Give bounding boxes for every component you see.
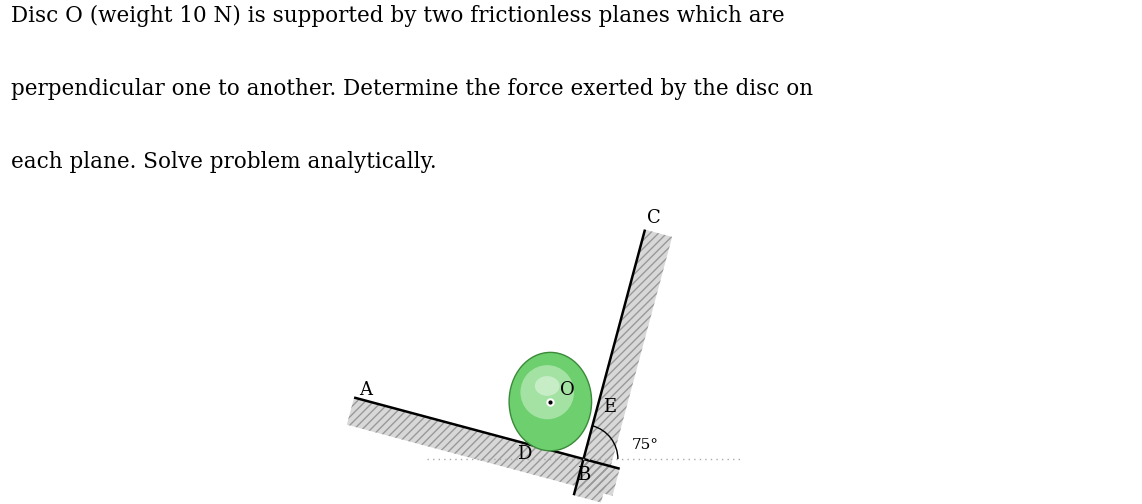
Text: D: D bbox=[517, 446, 532, 463]
Ellipse shape bbox=[521, 365, 574, 419]
Text: perpendicular one to another. Determine the force exerted by the disc on: perpendicular one to another. Determine … bbox=[11, 78, 813, 100]
Text: 75°: 75° bbox=[633, 438, 659, 452]
Text: B: B bbox=[577, 466, 590, 484]
Polygon shape bbox=[577, 459, 611, 493]
Ellipse shape bbox=[534, 376, 560, 396]
Text: E: E bbox=[603, 399, 616, 416]
Text: O: O bbox=[561, 382, 576, 399]
Polygon shape bbox=[577, 459, 620, 496]
Ellipse shape bbox=[509, 352, 592, 451]
Text: C: C bbox=[648, 209, 661, 227]
Text: Disc O (weight 10 N) is supported by two frictionless planes which are: Disc O (weight 10 N) is supported by two… bbox=[11, 5, 785, 27]
Text: each plane. Solve problem analytically.: each plane. Solve problem analytically. bbox=[11, 151, 437, 173]
Polygon shape bbox=[347, 398, 584, 486]
Polygon shape bbox=[573, 459, 611, 502]
Text: A: A bbox=[359, 381, 372, 399]
Polygon shape bbox=[584, 230, 673, 466]
